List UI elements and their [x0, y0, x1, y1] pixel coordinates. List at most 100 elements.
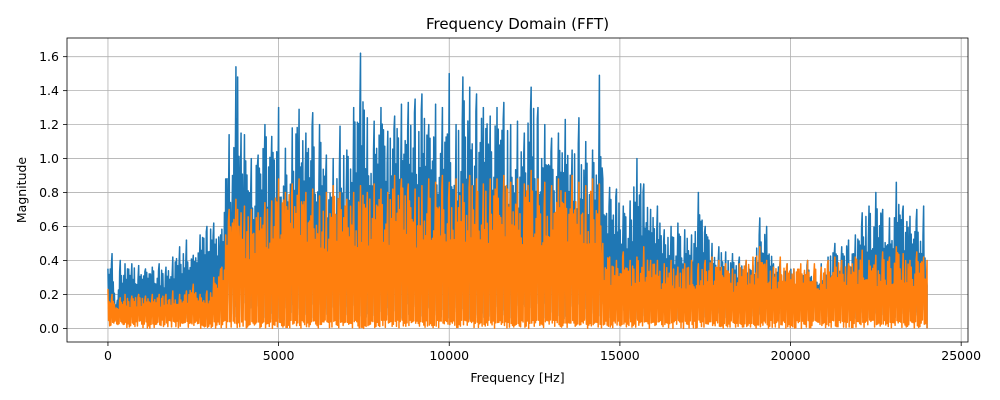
orange-data-point: [677, 266, 679, 268]
blue-data-point: [250, 157, 252, 160]
blue-data-point: [172, 256, 174, 258]
orange-data-point: [138, 293, 140, 296]
orange-data-point: [179, 293, 181, 296]
plot-frame: [66, 37, 969, 343]
blue-data-point: [151, 266, 153, 268]
blue-data-point: [124, 263, 126, 265]
x-tick-label: 15000: [600, 348, 640, 363]
orange-data-point: [793, 268, 795, 270]
blue-data-point: [312, 112, 314, 114]
orange-data-point: [636, 256, 638, 258]
orange-data-point: [923, 256, 925, 258]
blue-data-point: [158, 263, 160, 265]
blue-data-point: [448, 73, 450, 75]
orange-data-point: [284, 191, 287, 194]
blue-data-point: [503, 101, 505, 104]
orange-data-point: [861, 249, 863, 251]
blue-data-point: [690, 234, 693, 236]
orange-data-point: [482, 183, 484, 185]
blue-data-point: [643, 183, 645, 185]
blue-data-point: [144, 268, 147, 270]
blue-data-point: [240, 132, 242, 134]
blue-data-point: [237, 76, 239, 78]
blue-data-point: [711, 242, 713, 245]
blue-data-point: [305, 132, 307, 134]
orange-data-point: [441, 174, 444, 177]
orange-data-point: [670, 259, 672, 262]
blue-data-point: [407, 101, 409, 104]
orange-data-point: [448, 181, 450, 183]
orange-data-point: [165, 293, 167, 296]
blue-data-point: [841, 246, 843, 248]
orange-data-point: [373, 183, 375, 185]
orange-data-point: [469, 174, 471, 177]
orange-data-point: [359, 185, 362, 187]
blue-data-point: [231, 174, 234, 177]
orange-data-point: [111, 293, 113, 296]
blue-data-point: [684, 229, 686, 231]
blue-data-point: [291, 127, 293, 129]
orange-data-point: [332, 185, 334, 187]
blue-data-point: [318, 124, 321, 126]
blue-data-point: [225, 178, 227, 180]
blue-data-point: [718, 246, 720, 248]
y-tick-label: 0.8: [39, 185, 59, 200]
blue-data-point: [622, 205, 624, 207]
orange-data-point: [629, 259, 631, 262]
blue-data-point: [738, 256, 740, 258]
orange-data-point: [615, 259, 618, 262]
orange-data-point: [225, 234, 227, 236]
blue-data-point: [414, 98, 416, 100]
orange-data-point: [571, 174, 573, 177]
blue-data-point: [551, 137, 553, 139]
orange-data-point: [868, 259, 870, 262]
blue-data-point: [697, 191, 699, 194]
blue-data-point: [902, 205, 904, 207]
orange-data-point: [916, 251, 918, 253]
blue-data-point: [585, 140, 587, 143]
orange-data-point: [820, 266, 822, 268]
blue-data-point: [598, 74, 601, 76]
orange-data-point: [711, 256, 713, 258]
orange-data-point: [475, 178, 478, 180]
blue-data-point: [875, 191, 877, 194]
blue-data-point: [854, 234, 856, 236]
orange-data-point: [235, 198, 237, 200]
blue-data-point: [421, 93, 423, 95]
orange-data-point: [834, 256, 836, 258]
orange-data-point: [725, 263, 727, 265]
blue-data-point: [394, 115, 396, 117]
blue-data-point: [827, 256, 829, 258]
orange-data-point: [684, 263, 686, 265]
blue-data-point: [591, 149, 594, 151]
orange-data-point: [462, 183, 464, 185]
blue-data-point: [489, 115, 491, 117]
blue-data-point: [537, 107, 539, 109]
orange-data-point: [144, 295, 147, 297]
blue-data-point: [138, 264, 140, 267]
orange-data-point: [656, 259, 659, 262]
blue-data-point: [434, 103, 437, 105]
orange-data-point: [690, 259, 693, 262]
orange-data-point: [510, 181, 512, 183]
orange-data-point: [882, 251, 884, 253]
orange-data-point: [115, 307, 117, 309]
orange-data-point: [622, 251, 624, 253]
blue-data-point: [731, 253, 734, 255]
orange-data-point: [544, 181, 546, 183]
blue-data-point: [213, 222, 215, 224]
blue-data-point: [325, 154, 327, 156]
blue-data-point: [131, 263, 133, 265]
blue-data-point: [462, 76, 464, 78]
blue-data-point: [557, 132, 560, 134]
orange-data-point: [243, 205, 246, 207]
blue-data-point: [264, 124, 266, 126]
x-axis-ticks: 0 5000 10000 15000 20000 25000: [104, 342, 981, 363]
blue-data-point: [636, 157, 638, 160]
orange-data-point: [346, 198, 348, 200]
blue-data-point: [455, 124, 457, 126]
orange-data-point: [407, 183, 409, 185]
blue-data-point: [482, 107, 484, 109]
y-axis-label: Magnitude: [14, 157, 29, 224]
orange-data-point: [875, 254, 877, 256]
